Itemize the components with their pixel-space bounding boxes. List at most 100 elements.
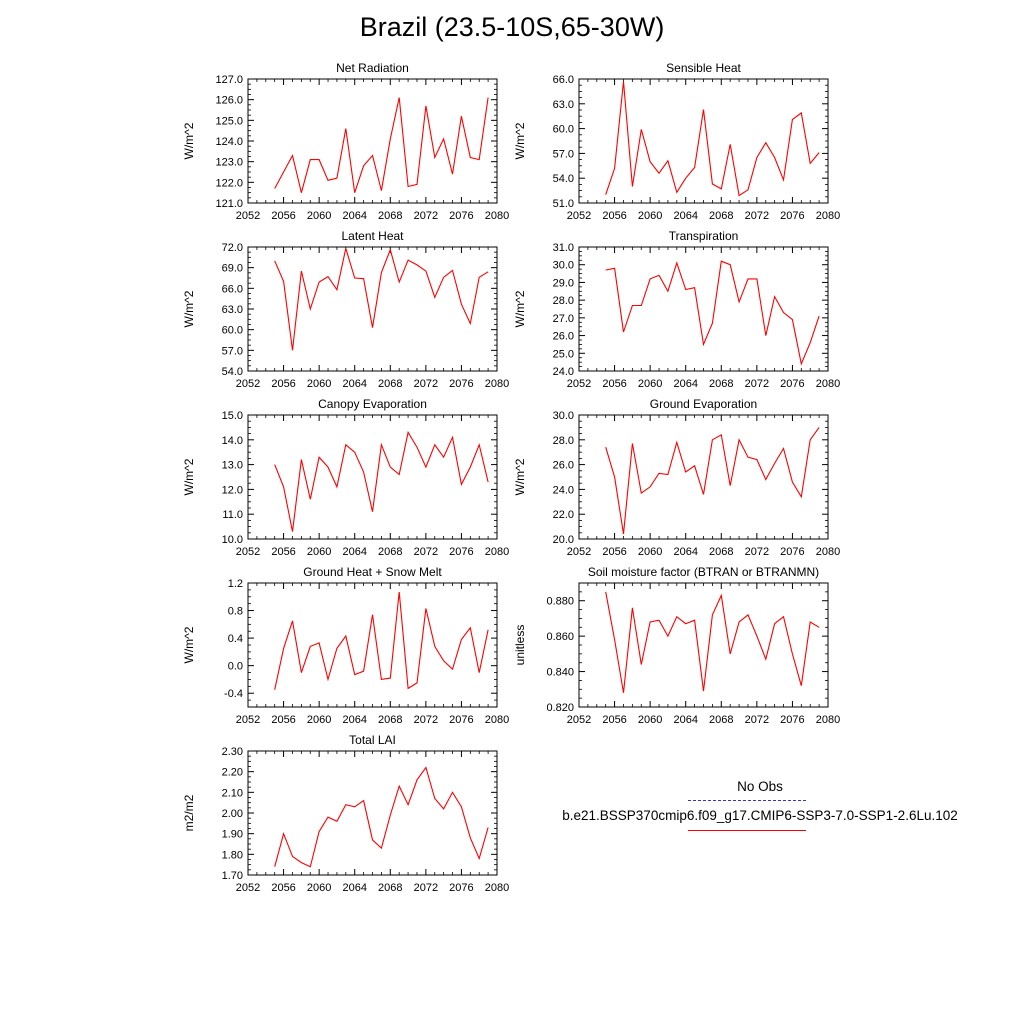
y-tick-label: 125.0 — [215, 115, 243, 127]
x-tick-label: 2080 — [816, 546, 840, 558]
y-tick-label: 69.0 — [222, 263, 243, 275]
y-tick-label: 11.0 — [222, 509, 243, 521]
y-tick-label: 13.0 — [222, 460, 243, 472]
x-tick-label: 2060 — [307, 714, 331, 726]
y-axis-label: m2/m2 — [182, 794, 196, 831]
y-tick-label: 30.0 — [553, 410, 574, 422]
chart-panel-3: Transpiration W/m^2 2052 2056 2060 2064 2068 20… — [513, 229, 840, 390]
x-tick-label: 2072 — [745, 546, 769, 558]
y-tick-label: 26.0 — [553, 460, 574, 472]
y-tick-label: 28.0 — [553, 295, 574, 307]
plot-frame — [247, 246, 498, 372]
x-tick-label: 2068 — [709, 210, 733, 222]
y-tick-label: 2.30 — [222, 746, 243, 758]
y-tick-label: 0.8 — [228, 606, 243, 618]
y-axis-label: W/m^2 — [182, 122, 196, 159]
x-tick-label: 2076 — [780, 378, 804, 390]
y-axis-label: unitless — [513, 625, 527, 666]
x-tick-label: 2076 — [780, 546, 804, 558]
y-tick-label: 1.2 — [228, 578, 243, 590]
y-tick-label: 1.70 — [222, 870, 243, 882]
y-tick-label: 2.20 — [222, 767, 243, 779]
x-tick-label: 2076 — [449, 378, 473, 390]
chart-panel-1: Sensible Heat W/m^2 2052 2056 2060 2064 2068 20… — [513, 61, 840, 222]
y-tick-label: 28.0 — [553, 435, 574, 447]
x-tick-label: 2068 — [378, 546, 402, 558]
y-tick-label: 0.4 — [228, 633, 243, 645]
y-tick-label: 1.80 — [222, 849, 243, 861]
legend-line-model — [688, 830, 806, 831]
x-tick-label: 2052 — [567, 714, 591, 726]
y-tick-label: 54.0 — [553, 173, 574, 185]
x-tick-label: 2076 — [449, 546, 473, 558]
plot-frame — [578, 246, 829, 372]
x-tick-label: 2052 — [567, 378, 591, 390]
x-tick-label: 2056 — [271, 546, 295, 558]
y-tick-label: 124.0 — [215, 136, 243, 148]
series-line — [274, 248, 489, 351]
y-tick-label: 121.0 — [215, 198, 243, 210]
x-tick-label: 2064 — [673, 210, 697, 222]
x-tick-label: 2076 — [780, 210, 804, 222]
x-tick-label: 2072 — [414, 714, 438, 726]
y-tick-label: 123.0 — [215, 157, 243, 169]
x-tick-label: 2072 — [414, 546, 438, 558]
plot-frame — [247, 78, 498, 204]
chart-title: Latent Heat — [341, 229, 404, 243]
chart-panel-0: Net Radiation W/m^2 2052 2056 2060 2064 2068 20… — [182, 61, 509, 222]
x-tick-label: 2080 — [485, 378, 509, 390]
x-tick-label: 2080 — [816, 378, 840, 390]
chart-title: Sensible Heat — [666, 61, 741, 75]
chart-title: Transpiration — [669, 229, 739, 243]
series-line — [605, 591, 820, 693]
x-tick-label: 2064 — [673, 714, 697, 726]
chart-title: Total LAI — [349, 733, 396, 747]
y-tick-label: 0.840 — [546, 667, 574, 679]
chart-panel-6: Ground Heat + Snow Melt W/m^2 2052 2056 2060… — [182, 565, 509, 726]
x-tick-label: 2076 — [780, 714, 804, 726]
x-tick-label: 2056 — [271, 378, 295, 390]
y-tick-label: 51.0 — [553, 198, 574, 210]
x-tick-label: 2072 — [414, 378, 438, 390]
x-tick-label: 2072 — [745, 210, 769, 222]
x-tick-label: 2056 — [271, 882, 295, 894]
x-tick-label: 2052 — [236, 882, 260, 894]
x-tick-label: 2052 — [567, 546, 591, 558]
y-tick-label: 24.0 — [553, 484, 574, 496]
y-tick-label: 26.0 — [553, 331, 574, 343]
y-axis-label: W/m^2 — [182, 458, 196, 495]
y-tick-label: 126.0 — [215, 95, 243, 107]
x-tick-label: 2068 — [378, 210, 402, 222]
x-tick-label: 2064 — [342, 546, 366, 558]
chart-title: Soil moisture factor (BTRAN or BTRANMN) — [588, 565, 819, 579]
chart-title: Net Radiation — [336, 61, 409, 75]
x-tick-label: 2076 — [449, 210, 473, 222]
x-tick-label: 2064 — [342, 378, 366, 390]
x-tick-label: 2072 — [414, 882, 438, 894]
x-tick-label: 2068 — [378, 714, 402, 726]
y-axis-label: W/m^2 — [513, 122, 527, 159]
y-tick-label: 30.0 — [553, 260, 574, 272]
x-tick-label: 2052 — [236, 378, 260, 390]
x-tick-label: 2068 — [378, 882, 402, 894]
y-tick-label: 57.0 — [553, 148, 574, 160]
x-tick-label: 2056 — [271, 714, 295, 726]
x-tick-label: 2068 — [378, 378, 402, 390]
x-tick-label: 2060 — [307, 378, 331, 390]
y-tick-label: 10.0 — [222, 534, 243, 546]
x-tick-label: 2056 — [602, 378, 626, 390]
x-tick-label: 2060 — [307, 210, 331, 222]
y-tick-label: 14.0 — [222, 435, 243, 447]
chart-panel-8: Total LAI m2/m2 2052 2056 2060 2064 2068 2072 20… — [182, 733, 509, 894]
y-tick-label: 0.0 — [228, 661, 243, 673]
x-tick-label: 2060 — [638, 378, 662, 390]
series-line — [605, 427, 820, 535]
chart-title: Canopy Evaporation — [318, 397, 427, 411]
y-tick-label: -0.4 — [224, 688, 243, 700]
y-axis-label: W/m^2 — [182, 626, 196, 663]
x-tick-label: 2056 — [271, 210, 295, 222]
x-tick-label: 2068 — [709, 714, 733, 726]
x-tick-label: 2080 — [816, 210, 840, 222]
plot-frame — [247, 750, 498, 876]
